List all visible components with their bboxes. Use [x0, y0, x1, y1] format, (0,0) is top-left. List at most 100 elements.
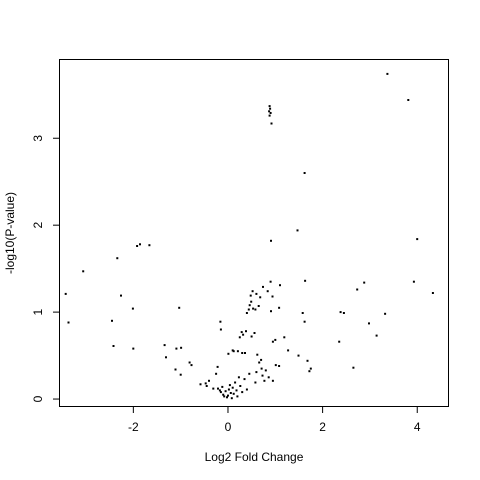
data-point	[356, 288, 359, 291]
data-point	[165, 356, 167, 359]
data-point	[278, 365, 281, 367]
data-point	[267, 376, 270, 379]
data-point	[244, 352, 246, 354]
data-point	[386, 72, 389, 75]
data-point	[254, 308, 257, 311]
data-point	[416, 238, 419, 241]
data-point	[252, 307, 255, 310]
data-point	[250, 335, 253, 338]
data-point	[219, 328, 222, 331]
data-point	[120, 294, 122, 297]
data-point	[431, 292, 434, 294]
data-point	[261, 374, 264, 377]
data-point	[139, 243, 141, 246]
data-point	[270, 122, 273, 125]
y-tick-label: 0	[31, 395, 45, 402]
data-point	[274, 338, 277, 341]
data-point	[212, 387, 215, 390]
data-point	[222, 393, 225, 396]
data-point	[245, 388, 248, 391]
data-point	[306, 359, 309, 362]
data-point	[236, 395, 239, 398]
data-point	[219, 391, 222, 394]
data-point	[232, 350, 235, 353]
data-point	[217, 387, 219, 390]
data-point	[136, 245, 139, 247]
data-point	[163, 344, 166, 347]
data-point	[204, 382, 207, 385]
data-point	[232, 392, 235, 395]
data-point	[199, 383, 202, 386]
data-point	[268, 114, 271, 117]
data-point	[297, 354, 300, 357]
data-point	[245, 312, 248, 314]
data-point	[224, 390, 227, 393]
data-point	[180, 346, 183, 349]
data-point	[240, 331, 243, 334]
data-point	[243, 378, 246, 381]
x-axis: -2 0 2 4	[128, 406, 421, 434]
data-point	[238, 336, 241, 339]
data-point	[249, 294, 252, 297]
data-point	[255, 371, 258, 374]
data-point	[271, 340, 274, 343]
points-layer	[64, 72, 434, 400]
data-point	[260, 367, 263, 370]
data-point	[132, 347, 135, 350]
data-point	[301, 312, 304, 314]
x-tick-label: 0	[225, 420, 232, 434]
data-point	[229, 392, 232, 394]
data-point	[263, 379, 266, 382]
data-point	[269, 107, 272, 110]
data-point	[116, 257, 119, 260]
data-point	[227, 394, 229, 397]
data-point	[309, 367, 312, 370]
x-tick-label: 4	[414, 420, 421, 434]
data-point	[368, 322, 370, 325]
data-point	[248, 372, 251, 375]
data-point	[260, 358, 263, 361]
data-point	[190, 364, 193, 367]
data-point	[245, 330, 247, 333]
data-point	[352, 366, 355, 369]
data-point	[64, 292, 67, 295]
data-point	[269, 112, 272, 114]
data-point	[178, 306, 181, 309]
data-point	[269, 280, 272, 283]
data-point	[175, 347, 178, 350]
y-tick-label: 2	[31, 222, 45, 229]
data-point	[248, 304, 251, 307]
data-point	[179, 373, 182, 376]
data-point	[266, 290, 269, 293]
data-point	[303, 320, 306, 323]
data-point	[338, 340, 341, 343]
data-point	[226, 396, 228, 399]
data-point	[219, 320, 222, 323]
data-point	[235, 389, 238, 392]
data-point	[304, 279, 307, 282]
y-tick-label: 3	[31, 135, 45, 142]
data-point	[270, 310, 272, 313]
data-point	[221, 385, 224, 388]
data-point	[308, 370, 311, 373]
data-point	[230, 397, 233, 400]
data-point	[242, 333, 245, 336]
data-point	[227, 352, 230, 355]
data-point	[255, 292, 258, 295]
data-point	[262, 285, 264, 288]
data-point	[256, 353, 259, 356]
x-axis-title: Log2 Fold Change	[205, 450, 304, 464]
data-point	[247, 308, 250, 311]
data-point	[259, 296, 262, 299]
data-point	[131, 307, 134, 310]
data-point	[271, 295, 274, 298]
data-point	[254, 381, 257, 384]
data-point	[384, 312, 387, 315]
data-point	[208, 379, 210, 382]
data-point	[279, 284, 281, 287]
data-point	[342, 312, 345, 314]
data-point	[216, 365, 219, 368]
data-point	[188, 361, 191, 364]
